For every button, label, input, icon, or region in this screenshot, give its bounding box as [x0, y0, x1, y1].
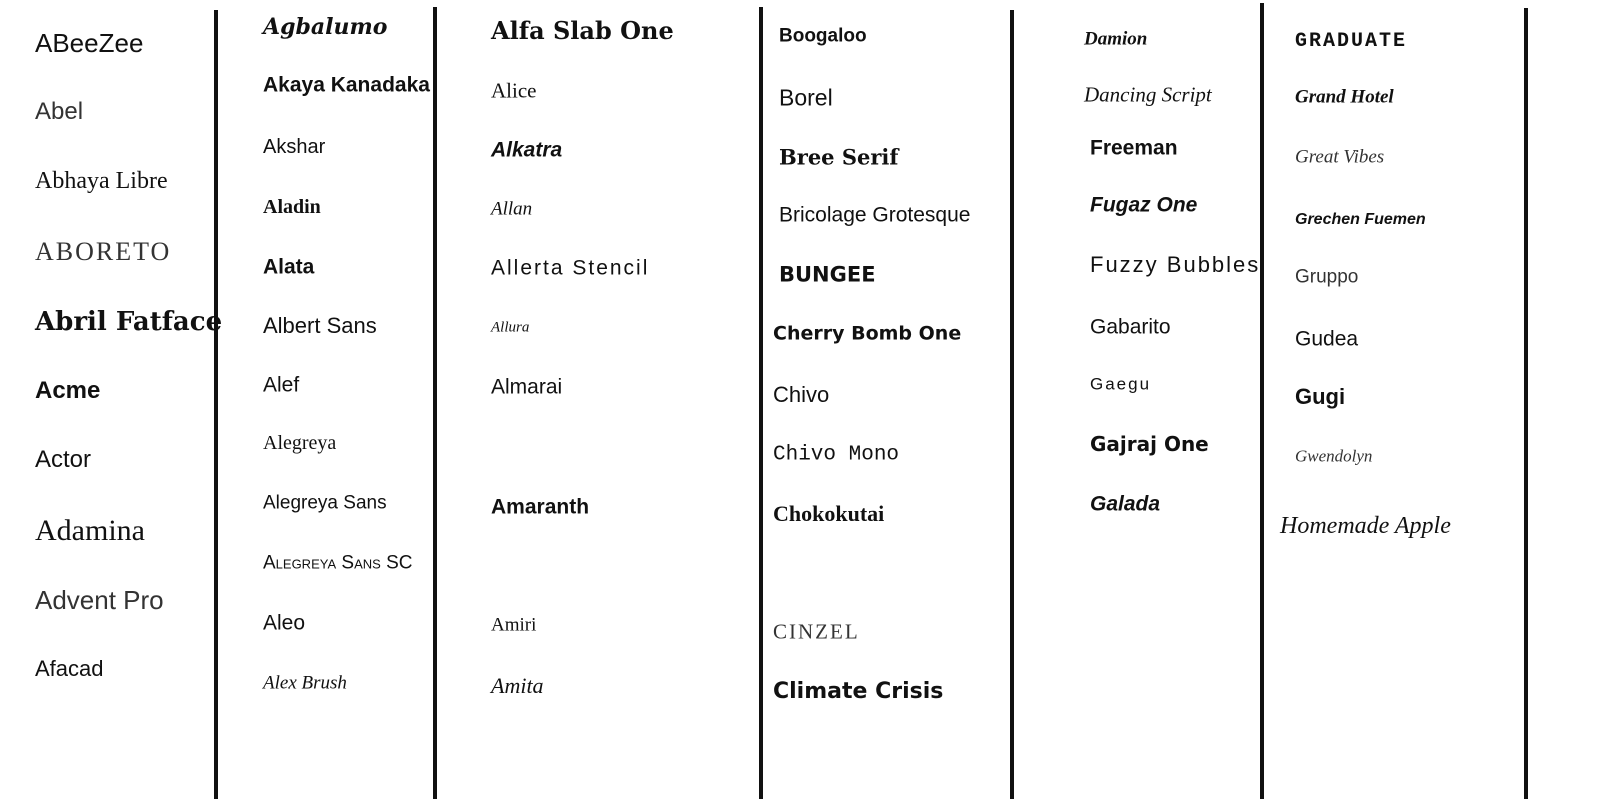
font-sample: Aleo — [263, 611, 306, 635]
font-sample: Alef — [263, 373, 300, 397]
font-sample: Alex Brush — [263, 672, 347, 694]
font-sample: Alice — [491, 78, 537, 103]
font-sample: Bree Serif — [779, 144, 899, 170]
font-sample: Alfa Slab One — [491, 16, 674, 45]
column-divider — [1010, 10, 1014, 799]
font-sample: Galada — [1090, 492, 1161, 516]
font-sample: Chivo Mono — [773, 443, 900, 467]
font-sample: Akaya Kanadaka — [263, 73, 430, 97]
font-sample: ABORETO — [35, 237, 172, 266]
font-sample: Fuzzy Bubbles — [1090, 252, 1261, 277]
font-sample: Chokokutai — [773, 501, 885, 526]
font-sample: Alkatra — [491, 138, 563, 162]
font-sample: GRADUATE — [1295, 30, 1408, 53]
font-sample: Alegreya Sans SC — [263, 552, 413, 574]
font-sample: Fugaz One — [1090, 193, 1198, 217]
font-sample: Acme — [35, 377, 101, 404]
font-sample: Agbalumo — [263, 14, 388, 40]
font-sample: Almarai — [491, 375, 563, 399]
column-divider — [1524, 8, 1528, 799]
font-sample: Abril Fatface — [35, 307, 223, 337]
font-sample: Damion — [1084, 28, 1148, 50]
font-sample: Grand Hotel — [1295, 86, 1394, 108]
font-sample: Gabarito — [1090, 315, 1171, 339]
font-sample: Allura — [491, 319, 530, 336]
font-sample: Gajraj One — [1090, 432, 1209, 456]
font-sample: Cherry Bomb One — [773, 322, 962, 345]
column-divider — [433, 7, 437, 799]
column-divider — [214, 10, 218, 799]
font-sample: Actor — [35, 446, 92, 473]
font-sample: Allan — [491, 198, 533, 220]
font-sample: Alegreya — [263, 432, 337, 454]
font-sample: Gwendolyn — [1295, 446, 1373, 466]
font-sample: Gruppo — [1295, 266, 1359, 288]
font-sample: ABeeZee — [35, 28, 144, 58]
font-sample: BUNGEE — [779, 262, 876, 287]
font-sample: CINZEL — [773, 619, 860, 644]
font-sample: Advent Pro — [35, 585, 164, 615]
font-sample: Aladin — [263, 196, 321, 218]
font-sample: Albert Sans — [263, 313, 377, 338]
font-sample: Chivo — [773, 382, 830, 407]
font-sample: Afacad — [35, 656, 104, 681]
font-sample: Borel — [779, 84, 833, 111]
column-divider — [759, 7, 763, 799]
font-sample: Freeman — [1090, 136, 1178, 160]
font-sample: Gaegu — [1090, 374, 1152, 394]
font-sample: Alegreya Sans — [263, 492, 387, 514]
font-sample: Grechen Fuemen — [1295, 211, 1426, 228]
font-sample: Akshar — [263, 136, 326, 158]
font-sample: Gugi — [1295, 384, 1346, 409]
font-sample: Amaranth — [491, 495, 590, 519]
font-sample: Climate Crisis — [773, 679, 944, 704]
font-sample: Adamina — [35, 514, 145, 547]
font-sample: Amita — [491, 673, 544, 698]
font-sample: Alata — [263, 255, 315, 279]
font-sample: Bricolage Grotesque — [779, 203, 971, 227]
column-divider — [1260, 3, 1264, 799]
font-sample: Gudea — [1295, 327, 1359, 351]
font-sample: Abhaya Libre — [35, 168, 168, 194]
font-sample: Great Vibes — [1295, 146, 1385, 168]
font-sample: Boogaloo — [779, 25, 867, 47]
font-sample: Allerta Stencil — [491, 256, 650, 280]
font-sample: Abel — [35, 98, 84, 125]
font-sample: Homemade Apple — [1280, 513, 1451, 539]
font-sample: Amiri — [491, 614, 537, 636]
font-sample: Dancing Script — [1084, 82, 1212, 107]
